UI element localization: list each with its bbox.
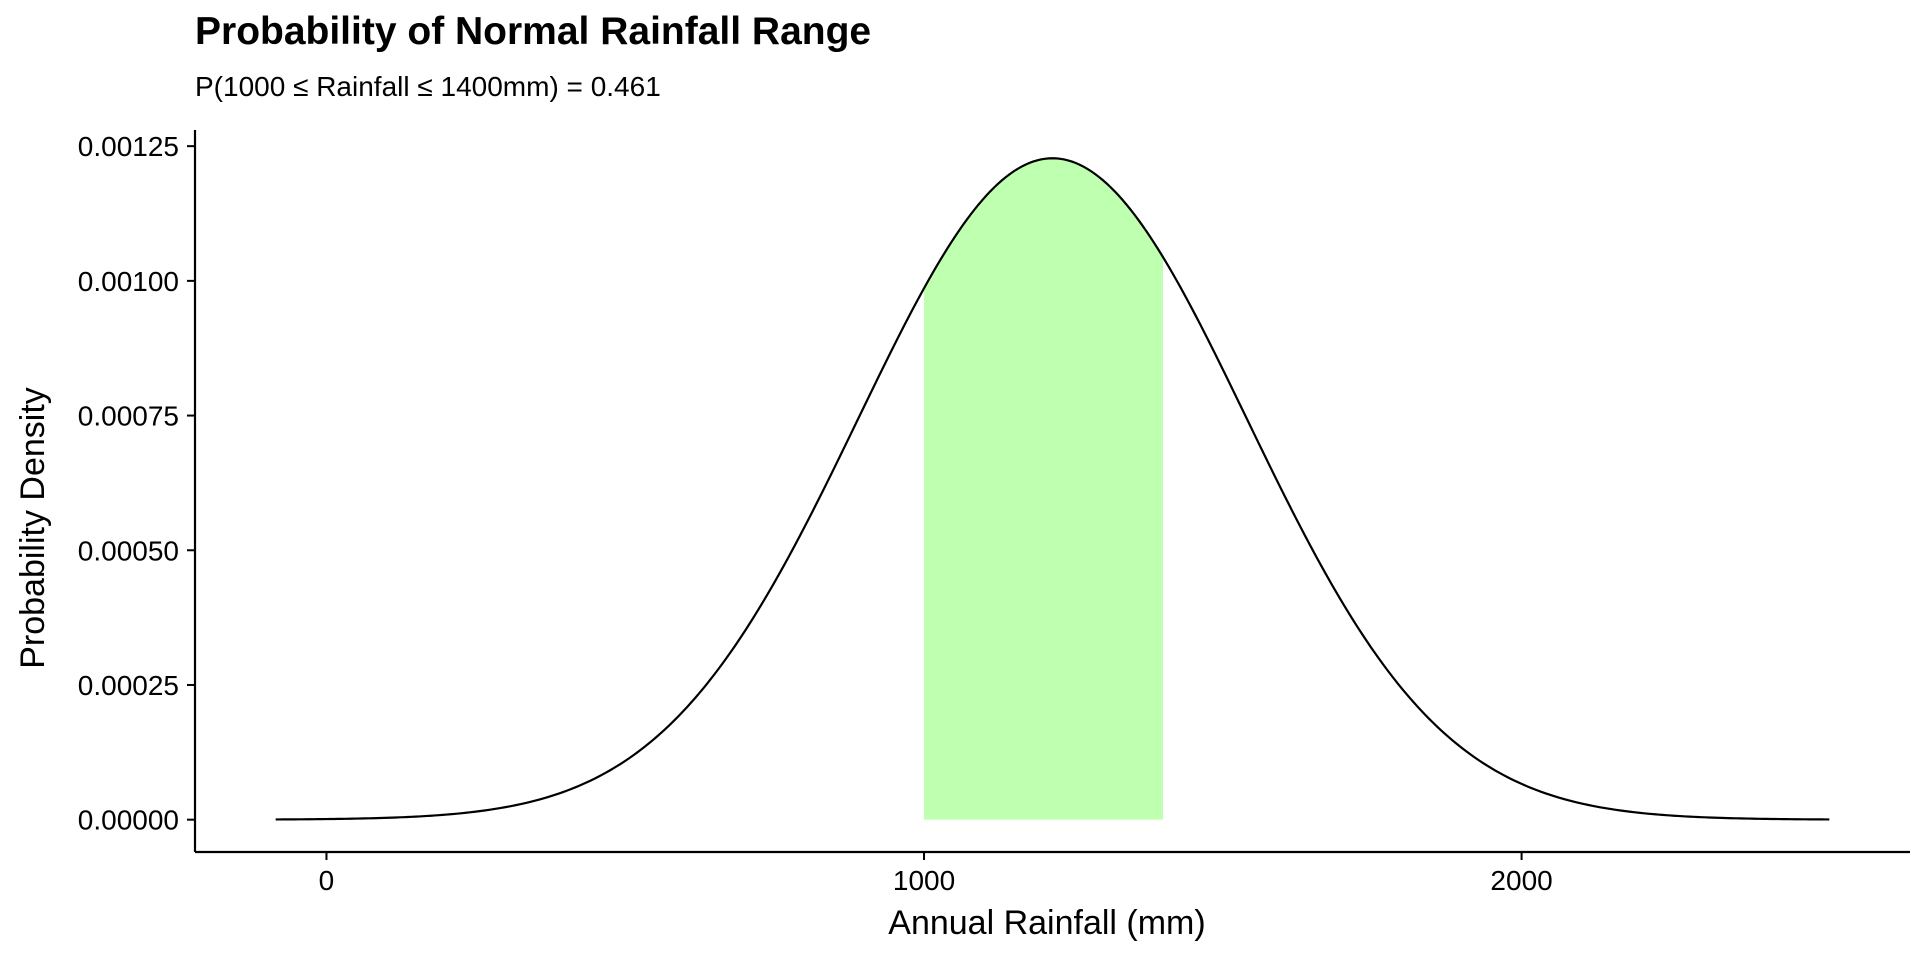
density-curve [275, 157, 1830, 821]
x-tick-label: 0 [319, 865, 335, 896]
y-axis-ticks: 0.00000 0.00025 0.00050 0.00075 0.00100 0.001… [78, 131, 195, 836]
y-axis-title: Probability Density [14, 387, 52, 669]
chart-subtitle: P(1000 ≤ Rainfall ≤ 1400mm) = 0.461 [195, 71, 661, 102]
density-curve-layer [275, 157, 1830, 821]
y-tick-label: 0.00000 [78, 805, 179, 836]
shaded-area-layer [924, 158, 1164, 820]
y-tick-label: 0.00075 [78, 401, 179, 432]
x-tick-label: 1000 [893, 865, 955, 896]
y-tick-label: 0.00025 [78, 670, 179, 701]
x-axis-title: Annual Rainfall (mm) [888, 904, 1205, 942]
y-tick-label: 0.00050 [78, 535, 179, 566]
y-tick-label: 0.00100 [78, 266, 179, 297]
shaded-probability-area [924, 158, 1164, 820]
x-axis-ticks: 0 1000 2000 [319, 852, 1553, 896]
axes-layer [193, 130, 1910, 854]
chart-title: Probability of Normal Rainfall Range [195, 10, 872, 53]
y-tick-label: 0.00125 [78, 131, 179, 162]
x-tick-label: 2000 [1490, 865, 1552, 896]
